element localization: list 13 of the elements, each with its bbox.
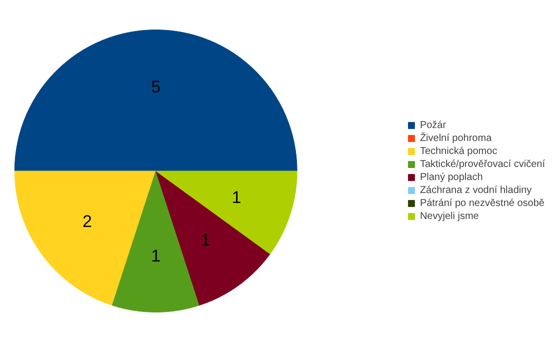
legend-label: Pátrání po nezvěstné osobě [420, 198, 544, 208]
legend-label: Živelní pohroma [420, 132, 492, 144]
legend-label: Záchrana z vodní hladiny [420, 184, 532, 196]
data-label: 5 [151, 77, 161, 96]
data-label: 1 [151, 246, 161, 266]
legend-label: Nevyjeli jsme [420, 210, 479, 222]
data-label: 1 [232, 188, 242, 208]
legend-label: Technická pomoc [420, 146, 498, 156]
data-label: 2 [82, 212, 92, 231]
legend-label: Taktické/prověřovací cvičení [420, 158, 545, 170]
data-label: 1 [200, 230, 210, 250]
legend-label: Planý poplach [420, 172, 483, 182]
legend-label: Požár [420, 120, 446, 130]
